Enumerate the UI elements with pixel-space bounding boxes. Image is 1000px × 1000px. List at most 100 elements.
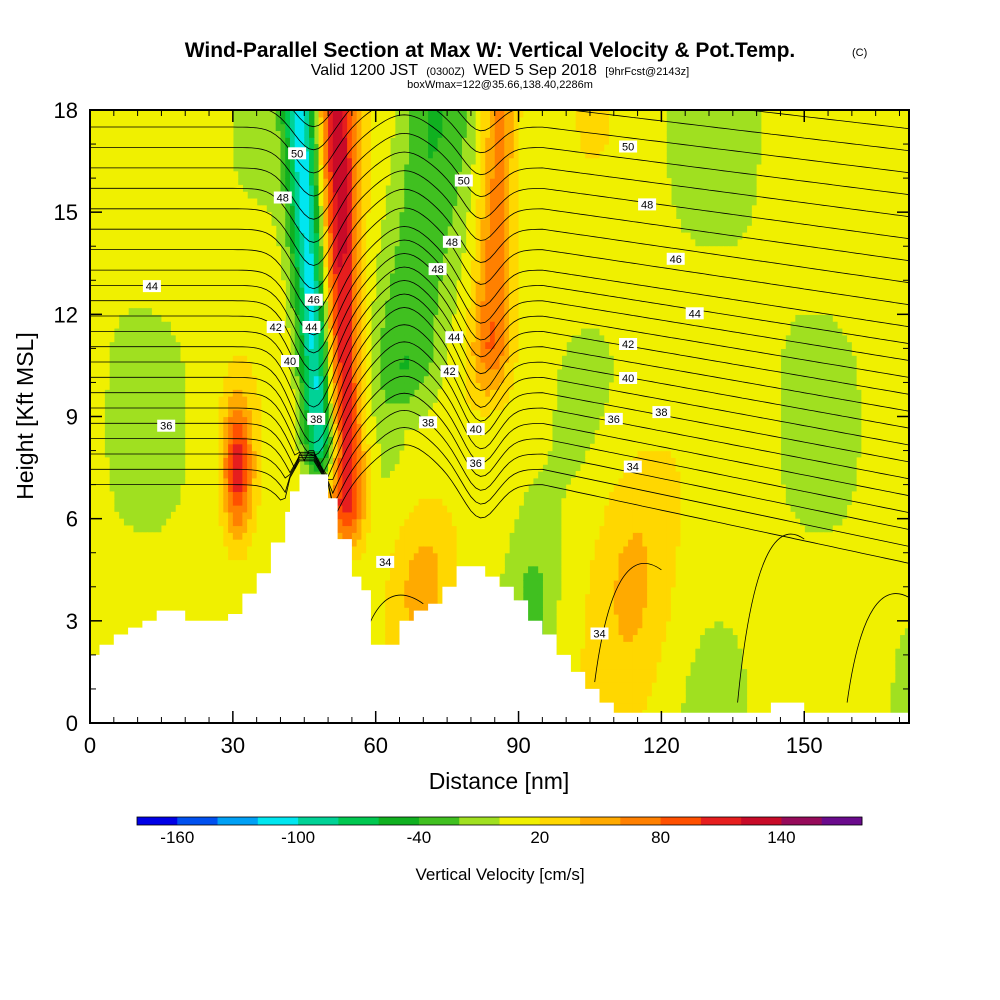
w-cell <box>389 586 396 595</box>
w-cell <box>189 586 196 595</box>
w-cell <box>385 491 391 499</box>
w-cell <box>223 259 229 268</box>
w-cell <box>328 382 334 390</box>
w-cell <box>199 150 205 159</box>
w-cell <box>370 137 377 145</box>
w-cell <box>185 532 191 540</box>
w-cell <box>90 416 96 424</box>
w-cell <box>223 470 229 479</box>
w-cell <box>118 586 124 595</box>
w-cell <box>370 579 377 588</box>
w-cell <box>175 559 182 567</box>
w-cell <box>247 334 253 343</box>
w-cell <box>404 511 410 520</box>
w-cell <box>228 532 234 540</box>
w-cell <box>337 450 343 458</box>
w-cell <box>285 382 291 390</box>
w-cell <box>237 586 243 595</box>
w-cell <box>170 232 177 241</box>
w-cell <box>232 232 239 241</box>
w-cell <box>237 559 243 567</box>
w-cell <box>185 287 191 295</box>
w-cell <box>94 552 101 561</box>
w-cell <box>185 382 191 390</box>
w-cell <box>199 416 205 424</box>
w-cell <box>404 171 410 179</box>
w-cell <box>247 477 253 486</box>
w-cell <box>204 552 210 561</box>
w-cell <box>218 293 224 302</box>
w-cell <box>132 545 139 554</box>
w-cell <box>304 443 310 452</box>
w-cell <box>294 123 301 132</box>
w-cell <box>409 321 415 329</box>
w-cell <box>299 130 305 138</box>
w-cell <box>247 218 253 227</box>
w-cell <box>370 212 377 220</box>
w-cell <box>285 396 291 404</box>
w-cell <box>256 321 263 329</box>
w-cell <box>223 607 229 615</box>
w-cell <box>356 368 363 377</box>
w-cell <box>213 470 220 479</box>
w-cell <box>170 157 177 166</box>
w-cell <box>228 382 234 390</box>
w-cell <box>232 287 239 295</box>
w-cell <box>394 273 401 281</box>
w-cell <box>213 525 220 533</box>
w-cell <box>118 218 124 227</box>
w-cell <box>370 600 377 608</box>
w-cell <box>228 423 234 431</box>
w-cell <box>147 566 153 574</box>
w-cell <box>280 450 286 458</box>
w-cell <box>356 382 363 390</box>
w-cell <box>242 396 248 404</box>
w-cell <box>194 239 201 247</box>
w-cell <box>218 600 224 608</box>
w-cell <box>151 600 158 608</box>
w-cell <box>404 253 410 261</box>
w-cell <box>199 566 205 574</box>
w-cell <box>409 157 415 166</box>
w-cell <box>204 368 210 377</box>
w-cell <box>332 171 339 179</box>
w-cell <box>218 382 224 390</box>
w-cell <box>375 627 382 636</box>
w-cell <box>90 130 96 138</box>
w-cell <box>285 498 291 506</box>
w-cell <box>337 396 343 404</box>
w-cell <box>404 266 410 275</box>
w-cell <box>90 259 96 268</box>
w-cell <box>337 137 343 145</box>
w-cell <box>118 518 124 527</box>
w-cell <box>137 232 143 241</box>
w-cell <box>94 641 101 649</box>
w-cell <box>147 110 153 118</box>
w-cell <box>242 382 248 390</box>
w-cell <box>409 171 415 179</box>
w-cell <box>189 150 196 159</box>
w-cell <box>94 545 101 554</box>
w-cell <box>194 178 201 186</box>
w-cell <box>213 552 220 561</box>
w-cell <box>99 218 105 227</box>
w-cell <box>270 457 277 465</box>
w-cell <box>251 491 258 499</box>
w-cell <box>356 511 363 520</box>
w-cell <box>337 334 343 343</box>
w-cell <box>285 470 291 479</box>
w-cell <box>366 198 372 206</box>
w-cell <box>209 579 215 588</box>
w-cell <box>123 198 129 206</box>
w-cell <box>123 579 129 588</box>
subtitle-forecast: [9hrFcst@2143z] <box>605 66 689 78</box>
w-cell <box>313 368 320 377</box>
w-cell <box>247 253 253 261</box>
w-cell <box>351 137 358 145</box>
w-cell <box>313 443 320 452</box>
w-cell <box>228 573 234 581</box>
w-cell <box>99 600 105 608</box>
w-cell <box>299 348 305 356</box>
w-cell <box>232 321 239 329</box>
w-cell <box>161 253 167 261</box>
